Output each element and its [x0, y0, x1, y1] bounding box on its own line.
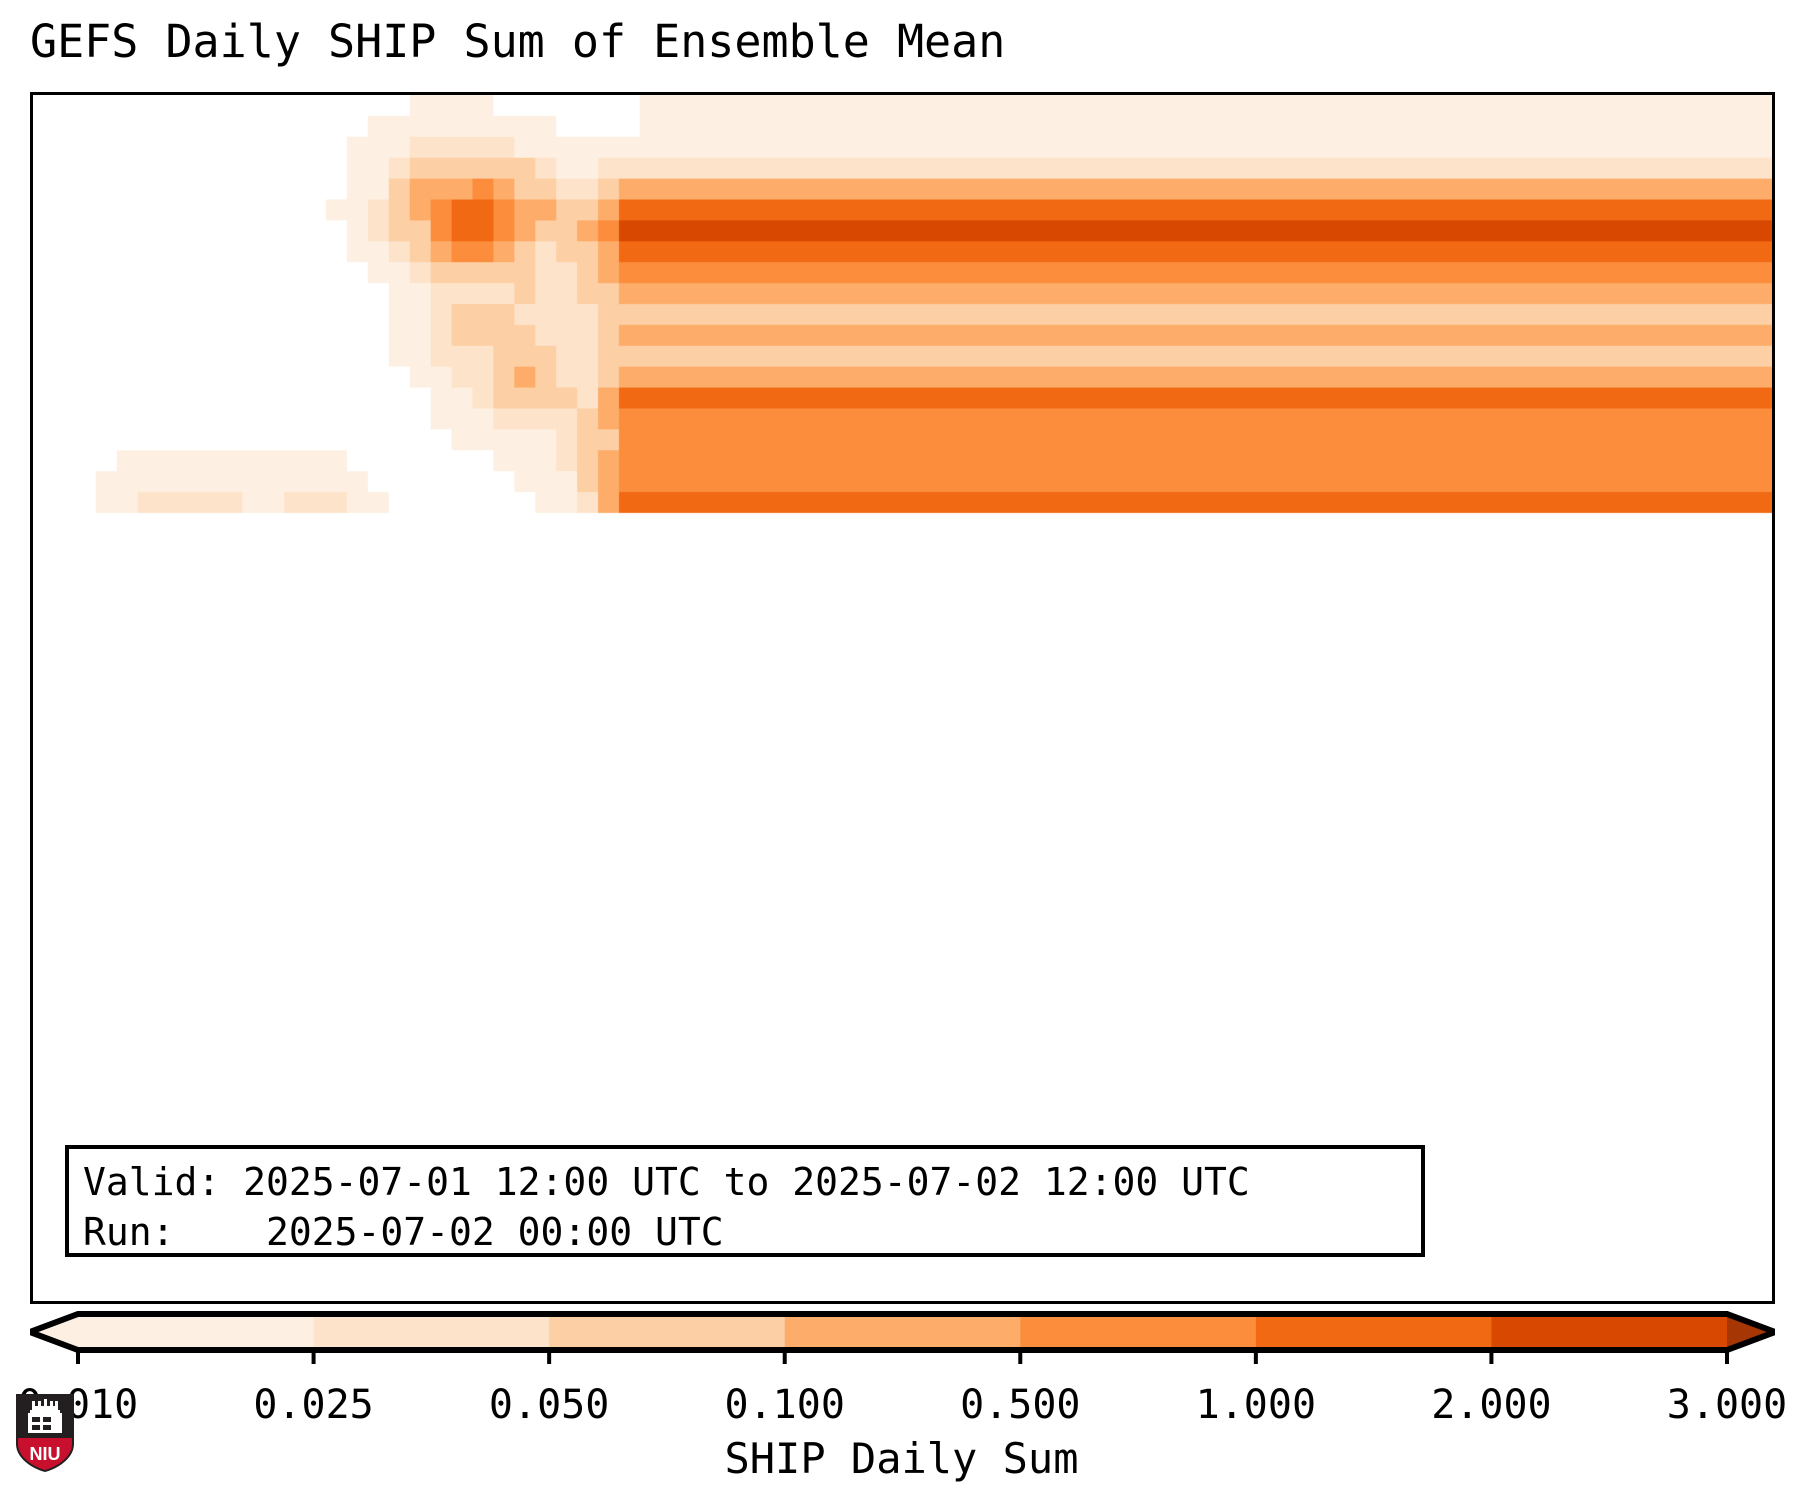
colorbar-ticks — [76, 1350, 1729, 1364]
forecast-info-box: Valid: 2025-07-01 12:00 UTC to 2025-07-0… — [65, 1145, 1425, 1257]
niu-logo: NIU — [16, 1394, 74, 1472]
map-boundaries-overlay — [33, 95, 1772, 1301]
niu-logo-text: NIU — [30, 1444, 61, 1464]
colorbar-tick-label: 0.025 — [253, 1382, 374, 1428]
valid-time-text: Valid: 2025-07-01 12:00 UTC to 2025-07-0… — [83, 1160, 1250, 1204]
map-plot-area — [30, 92, 1775, 1304]
ship-heatmap-raster — [33, 95, 1772, 1301]
colorbar — [30, 1310, 1775, 1366]
colorbar-tick-label: 1.000 — [1195, 1382, 1317, 1428]
run-time-text: Run: 2025-07-02 00:00 UTC — [83, 1210, 724, 1254]
colorbar-axis-label: SHIP Daily Sum — [724, 1434, 1079, 1483]
colorbar-tick-label: 2.000 — [1431, 1382, 1552, 1428]
colorbar-tick-label: 3.000 — [1666, 1382, 1788, 1428]
colorbar-tick-label: 0.050 — [488, 1382, 610, 1428]
page-title: GEFS Daily SHIP Sum of Ensemble Mean — [30, 15, 1006, 68]
colorbar-tick-label: 0.500 — [960, 1382, 1081, 1428]
colorbar-segments — [30, 1314, 1775, 1350]
colorbar-tick-labels: 0.010 0.025 0.050 0.100 0.500 1.000 2.000 3.000 — [18, 1382, 1787, 1432]
colorbar-tick-label: 0.100 — [724, 1382, 845, 1428]
